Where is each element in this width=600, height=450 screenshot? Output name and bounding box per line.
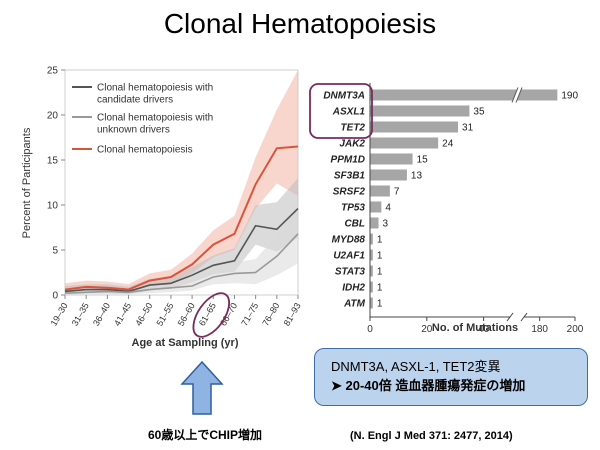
- y-tick-label: 20: [47, 111, 59, 122]
- legend-label: Clonal hematopoiesis: [97, 145, 193, 156]
- value-label: 13: [411, 171, 423, 182]
- category-label: CBL: [344, 219, 365, 230]
- line-chart-plot-area: 0 5 10 15 20 25 19–30 31–35 36–40 41–45 46–50 51–55…: [47, 66, 303, 338]
- value-label: 31: [462, 123, 474, 134]
- y-tick-label: 5: [52, 246, 58, 257]
- x-tick-label: 61–65: [197, 301, 218, 328]
- bar: [370, 185, 390, 197]
- y-tick-label: 15: [47, 156, 59, 167]
- value-label: 1: [377, 251, 383, 262]
- legend-label: unknown drivers: [97, 125, 170, 136]
- category-label: ASXL1: [332, 107, 366, 118]
- bar-break-gap: [512, 87, 522, 103]
- highlight-oval: [192, 292, 231, 338]
- y-tick-label: 25: [47, 66, 59, 77]
- category-label: U2AF1: [333, 251, 365, 262]
- y-axis-label: Percent of Participants: [21, 127, 33, 238]
- value-label: 35: [473, 107, 485, 118]
- bar: [370, 265, 373, 277]
- age-note: 60歳以上でCHIP増加: [148, 428, 263, 442]
- x-axis-label: No. of Mutations: [432, 322, 518, 334]
- bar: [370, 297, 373, 309]
- bar-break-slash: [515, 87, 523, 103]
- legend-label: Clonal hematopoiesis with: [97, 83, 213, 94]
- bar: [370, 169, 407, 181]
- line-chart: 0 5 10 15 20 25 19–30 31–35 36–40 41–45 46–50 51–55…: [21, 66, 303, 350]
- value-label: 1: [377, 235, 383, 246]
- slide-title: Clonal Hematopoiesis: [163, 8, 437, 39]
- value-label: 7: [394, 187, 400, 198]
- category-label: TET2: [341, 123, 366, 134]
- bar: [370, 249, 373, 261]
- up-arrow-icon: [180, 360, 224, 415]
- category-label: DNMT3A: [323, 91, 365, 102]
- value-label: 3: [383, 219, 389, 230]
- value-label: 1: [377, 267, 383, 278]
- callout-line-2: ➤ 20-40倍 造血器腫瘍発症の増加: [331, 378, 526, 393]
- bar: [370, 153, 413, 165]
- up-arrow-shape: [180, 360, 224, 415]
- category-label: SRSF2: [333, 187, 366, 198]
- x-tick-label: 71–75: [239, 301, 260, 328]
- x-tick-label: 40: [478, 324, 490, 335]
- x-tick-label: 180: [531, 324, 548, 335]
- highlight-box: [309, 83, 373, 139]
- bar: [370, 121, 459, 133]
- category-label: PPM1D: [331, 155, 365, 166]
- category-label: TP53: [341, 203, 365, 214]
- x-tick-label: 41–45: [112, 301, 133, 328]
- x-tick-label: 200: [567, 324, 584, 335]
- confidence-band: [65, 203, 298, 295]
- citation: (N. Engl J Med 371: 2477, 2014): [350, 430, 513, 442]
- x-tick-label: 46–50: [133, 301, 154, 328]
- value-label: 15: [417, 155, 429, 166]
- category-label: STAT3: [335, 267, 366, 278]
- bar: [370, 89, 558, 101]
- series-line: [64, 208, 299, 293]
- x-tick-label: 20: [421, 324, 433, 335]
- value-label: 4: [385, 203, 391, 214]
- bar: [370, 281, 373, 293]
- value-label: 1: [377, 299, 383, 310]
- x-tick-label: 31–35: [70, 301, 91, 328]
- confidence-band: [65, 178, 298, 295]
- axis-break-slash: [520, 312, 528, 322]
- category-label: SF3B1: [334, 171, 366, 182]
- category-label: MYD88: [332, 235, 366, 246]
- category-label: ATM: [343, 299, 366, 310]
- series-line: [64, 145, 299, 291]
- bar: [370, 217, 379, 229]
- callout-line-1: DNMT3A, ASXL-1, TET2変異: [331, 359, 501, 374]
- series-line: [64, 233, 299, 294]
- bar: [370, 233, 373, 245]
- value-label: 24: [442, 139, 454, 150]
- bar: [370, 201, 382, 213]
- value-label: 190: [561, 91, 578, 102]
- category-label: JAK2: [339, 139, 365, 150]
- x-tick-label: 36–40: [91, 301, 112, 328]
- x-tick-label: 0: [367, 324, 373, 335]
- legend-label: candidate drivers: [97, 95, 173, 106]
- bar: [370, 137, 439, 149]
- x-axis-label: Age at Sampling (yr): [132, 337, 239, 349]
- confidence-band: [65, 70, 298, 294]
- bar-break-slash: [511, 87, 519, 103]
- legend-label: Clonal hematopoiesis with: [97, 113, 213, 124]
- bar: [370, 105, 470, 117]
- x-tick-label: 51–55: [154, 301, 175, 328]
- x-tick-label: 19–30: [49, 301, 70, 328]
- callout-box: DNMT3A, ASXL-1, TET2変異 ➤ 20-40倍 造血器腫瘍発症の…: [314, 348, 588, 406]
- axis-break-slash: [506, 312, 514, 322]
- category-label: IDH2: [342, 283, 365, 294]
- value-label: 1: [377, 283, 383, 294]
- y-tick-label: 10: [47, 201, 59, 212]
- y-tick-label: 0: [52, 291, 58, 302]
- x-tick-label: 76–80: [260, 301, 281, 328]
